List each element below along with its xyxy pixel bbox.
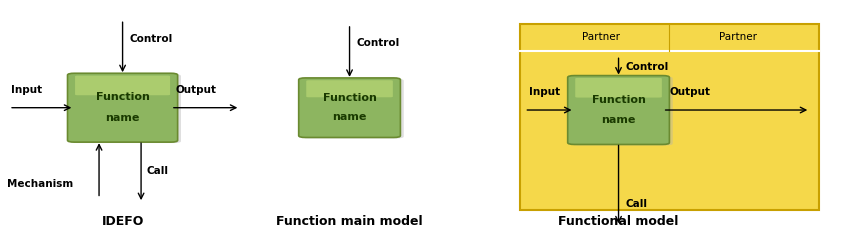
- FancyBboxPatch shape: [71, 74, 181, 143]
- Text: Output: Output: [669, 87, 711, 97]
- FancyBboxPatch shape: [571, 77, 673, 145]
- Text: Control: Control: [626, 62, 669, 72]
- Text: name: name: [105, 113, 140, 123]
- Text: Partner: Partner: [582, 32, 620, 42]
- Text: Output: Output: [176, 85, 217, 95]
- FancyBboxPatch shape: [306, 80, 393, 97]
- Bar: [520, 24, 818, 210]
- Text: IDEFO: IDEFO: [101, 215, 144, 228]
- Text: name: name: [601, 116, 636, 125]
- Text: Function main model: Function main model: [276, 215, 423, 228]
- Text: name: name: [333, 112, 367, 122]
- FancyBboxPatch shape: [67, 73, 178, 142]
- Text: Control: Control: [130, 34, 173, 44]
- FancyBboxPatch shape: [568, 76, 669, 144]
- Text: Function: Function: [592, 95, 646, 105]
- Text: Mechanism: Mechanism: [8, 179, 73, 190]
- Text: Functional model: Functional model: [558, 215, 679, 228]
- Text: Partner: Partner: [719, 32, 757, 42]
- FancyBboxPatch shape: [299, 78, 401, 137]
- FancyBboxPatch shape: [302, 79, 404, 138]
- Text: Input: Input: [11, 85, 42, 95]
- Text: Call: Call: [626, 199, 647, 209]
- Text: Function: Function: [96, 92, 150, 102]
- FancyBboxPatch shape: [75, 76, 170, 95]
- Text: Input: Input: [529, 87, 560, 97]
- Text: Call: Call: [147, 165, 168, 176]
- FancyBboxPatch shape: [575, 78, 662, 98]
- Text: Function: Function: [322, 93, 376, 103]
- Text: Control: Control: [356, 38, 399, 48]
